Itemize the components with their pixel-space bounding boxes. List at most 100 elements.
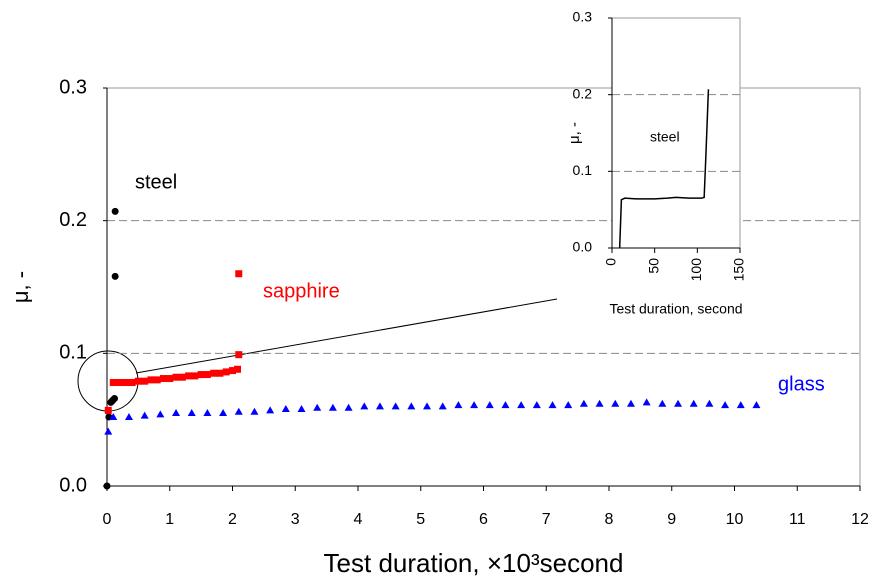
point	[172, 409, 181, 417]
point	[111, 272, 119, 280]
point	[611, 399, 620, 407]
y-axis-title: μ, -	[566, 122, 583, 144]
point	[185, 372, 193, 380]
y-tick-label: 0.3	[59, 76, 87, 98]
point	[187, 409, 196, 417]
x-tick-label: 50	[645, 258, 661, 274]
pointer-line	[135, 298, 558, 374]
point	[178, 373, 186, 381]
x-tick-label: 0	[103, 511, 112, 528]
point	[658, 399, 667, 407]
y-tick-label: 0.1	[59, 342, 87, 364]
point	[235, 351, 243, 359]
point	[104, 427, 113, 435]
point	[124, 413, 133, 421]
point	[454, 401, 463, 409]
point	[197, 371, 205, 379]
point	[752, 401, 761, 409]
x-tick-label: 3	[291, 511, 300, 528]
point	[674, 399, 683, 407]
point	[222, 368, 230, 376]
x-tick-label: 100	[688, 258, 704, 282]
point	[153, 376, 161, 384]
plot: 0.0 0.1 0.2 0.3 0 50 100 150 μ, - Test duration, …	[566, 9, 747, 317]
x-tick-label: 8	[605, 511, 614, 528]
point	[391, 402, 400, 410]
point	[297, 405, 306, 413]
point	[375, 402, 384, 410]
y-tick-label: 0.2	[573, 85, 593, 101]
point	[234, 365, 242, 373]
point	[216, 369, 224, 377]
point	[122, 379, 130, 387]
point	[156, 410, 165, 418]
point	[266, 406, 275, 414]
y-tick-label: 0.0	[59, 474, 87, 496]
plot-frame	[106, 87, 861, 487]
point	[219, 409, 228, 417]
plot-frame	[611, 17, 741, 249]
point	[210, 369, 218, 377]
point	[689, 399, 698, 407]
series-label: sapphire	[263, 280, 340, 302]
point	[281, 405, 290, 413]
point	[548, 401, 557, 409]
point	[579, 399, 588, 407]
x-tick-label: 12	[851, 511, 869, 528]
point	[140, 411, 149, 419]
point	[438, 402, 447, 410]
series-label: glass	[778, 373, 825, 395]
point	[235, 270, 243, 278]
point	[705, 399, 714, 407]
point	[721, 401, 730, 409]
point	[229, 367, 236, 375]
point	[626, 399, 635, 407]
point	[642, 398, 651, 406]
y-axis-title: μ, -	[8, 271, 33, 303]
point	[128, 379, 136, 387]
y-tick-label: 0.3	[573, 9, 593, 25]
point	[109, 379, 117, 387]
x-tick-label: 5	[416, 511, 425, 528]
point	[234, 407, 243, 415]
point	[485, 401, 494, 409]
point	[103, 482, 111, 490]
x-tick-label: 11	[789, 511, 806, 528]
point	[328, 403, 337, 411]
x-tick-label: 2	[228, 511, 237, 528]
x-tick-label: 1	[165, 511, 174, 528]
point	[191, 372, 199, 380]
x-tick-label: 150	[731, 258, 747, 282]
x-axis-title: Test duration, second	[609, 301, 742, 317]
point	[250, 407, 259, 415]
x-tick-label: 10	[726, 511, 744, 528]
point	[532, 401, 541, 409]
point	[116, 379, 124, 387]
point	[470, 401, 479, 409]
x-tick-label: 0	[603, 258, 619, 266]
x-tick-label: 7	[542, 511, 551, 528]
series-label: steel	[135, 171, 177, 193]
point	[736, 401, 745, 409]
y-tick-label: 0.1	[573, 162, 593, 178]
point	[360, 402, 369, 410]
point	[564, 401, 573, 409]
y-tick-label: 0.2	[59, 209, 87, 231]
point	[517, 401, 526, 409]
point	[159, 375, 167, 383]
x-axis-title: Test duration, ×10³second	[324, 548, 624, 578]
point	[407, 402, 416, 410]
point	[141, 377, 149, 385]
point	[166, 375, 174, 383]
series-label: steel	[650, 129, 680, 145]
point	[501, 401, 510, 409]
point	[134, 377, 142, 385]
line	[618, 89, 710, 249]
x-tick-label: 4	[354, 511, 363, 528]
point	[595, 399, 604, 407]
x-tick-label: 9	[667, 511, 676, 528]
point	[109, 413, 118, 421]
point	[203, 409, 212, 417]
